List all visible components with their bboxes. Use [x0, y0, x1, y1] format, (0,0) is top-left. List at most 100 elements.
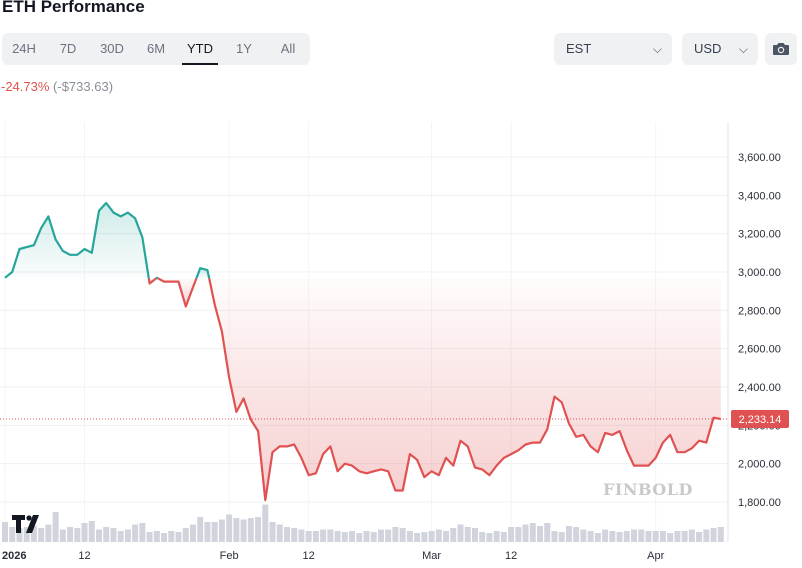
volume-bar [667, 533, 674, 542]
volume-bar [594, 533, 601, 542]
volume-bar [377, 529, 384, 542]
volume-bar [674, 531, 681, 542]
volume-bar [59, 529, 66, 542]
last-price-marker: 2,233.14 [0, 409, 789, 428]
volume-bar [146, 532, 153, 542]
volume-bar [580, 529, 587, 542]
volume-bar [327, 529, 334, 542]
volume-bar [681, 531, 688, 542]
currency-select-value: USD [694, 41, 722, 56]
y-tick-label: 2,400.00 [738, 382, 781, 394]
range-tab-1y[interactable]: 1Y [236, 41, 252, 56]
volume-bar [638, 529, 645, 542]
range-tab-7d[interactable]: 7D [59, 41, 77, 56]
volume-bar [269, 522, 276, 542]
volume-bar [103, 527, 110, 542]
range-selector: 24H 7D 30D 6M YTD 1Y All [2, 33, 310, 65]
volume-bar [406, 531, 413, 542]
volume-bar [544, 523, 551, 542]
volume-bar [9, 527, 16, 542]
volume-bar [645, 531, 652, 542]
price-line-up [195, 267, 211, 279]
y-tick-label: 2,800.00 [738, 305, 781, 317]
x-tick-label: 12 [505, 550, 517, 562]
y-tick-label: 3,400.00 [738, 190, 781, 202]
last-price-label: 2,233.14 [739, 414, 782, 426]
volume-bar [717, 527, 724, 542]
volume-bar [515, 527, 522, 542]
volume-bar [349, 531, 356, 542]
volume-bar [435, 529, 442, 542]
volume-bar [16, 528, 23, 542]
volume-bar [471, 528, 478, 542]
volume-bar [363, 531, 370, 542]
timezone-select[interactable]: EST ⌵ [554, 33, 672, 65]
range-tab-ytd[interactable]: YTD [178, 33, 222, 65]
volume-bar [529, 523, 536, 542]
volume-bar [565, 526, 572, 542]
volume-bar [132, 524, 139, 542]
tradingview-logo-icon [12, 515, 39, 533]
volume-bar [247, 518, 254, 542]
range-tab-6m[interactable]: 6M [146, 41, 166, 56]
volume-bar [189, 524, 196, 542]
volume-bar [522, 524, 529, 542]
volume-bar [464, 527, 471, 542]
volume-bar [341, 532, 348, 542]
volume-bar [493, 531, 500, 542]
currency-select[interactable]: USD ⌵ [682, 33, 758, 65]
volume-bar [38, 528, 45, 542]
area-fill-down [158, 278, 197, 307]
y-tick-label: 1,800.00 [738, 497, 781, 509]
volume-bar [45, 524, 52, 542]
timezone-select-value: EST [566, 41, 592, 56]
volume-bar [23, 527, 30, 542]
x-tick-label: 12 [78, 550, 90, 562]
volume-bar [67, 527, 74, 542]
chevron-down-icon: ⌵ [738, 42, 748, 56]
volume-bar [283, 527, 290, 542]
x-tick-label: 2026 [2, 550, 26, 562]
volume-bar [457, 524, 464, 542]
x-axis: 2026 12 Feb 12 Mar 12 Apr [2, 550, 665, 562]
volume-bar [421, 532, 428, 542]
volume-bar [255, 517, 262, 542]
volume-bar [124, 529, 131, 542]
price-line-down [147, 277, 157, 285]
range-tab-30d[interactable]: 30D [100, 41, 124, 56]
volume-bar [587, 531, 594, 542]
volume-bar [226, 514, 233, 542]
volume-bar [443, 531, 450, 542]
camera-icon [773, 43, 789, 55]
volume-bar [161, 533, 168, 542]
volume-bar [392, 527, 399, 542]
price-line [4, 201, 721, 502]
volume-bar [291, 528, 298, 542]
volume-bar [276, 524, 283, 542]
volume-bar [30, 526, 37, 542]
screenshot-button[interactable] [765, 33, 797, 65]
volume-bar [95, 529, 102, 542]
volume-bar [334, 531, 341, 542]
x-tick-label: Apr [647, 550, 664, 562]
volume-bar [551, 531, 558, 542]
range-tab-24h[interactable]: 24H [12, 41, 36, 56]
price-line-up [155, 276, 159, 280]
range-tab-all[interactable]: All [280, 41, 296, 56]
volume-bar [233, 518, 240, 542]
volume-bar [168, 531, 175, 542]
volume-bar [356, 533, 363, 542]
x-tick-label: Mar [422, 550, 441, 562]
price-line-up [4, 201, 150, 279]
area-fill-up [5, 203, 149, 279]
volume-bar [479, 532, 486, 542]
volume-bar [370, 532, 377, 542]
volume-bar [320, 529, 327, 542]
price-line-down [157, 277, 198, 308]
volume-bar [52, 512, 59, 542]
volume-bar [710, 528, 717, 542]
volume-bar [696, 532, 703, 542]
volume-bar [623, 531, 630, 542]
volume-bar [312, 531, 319, 542]
